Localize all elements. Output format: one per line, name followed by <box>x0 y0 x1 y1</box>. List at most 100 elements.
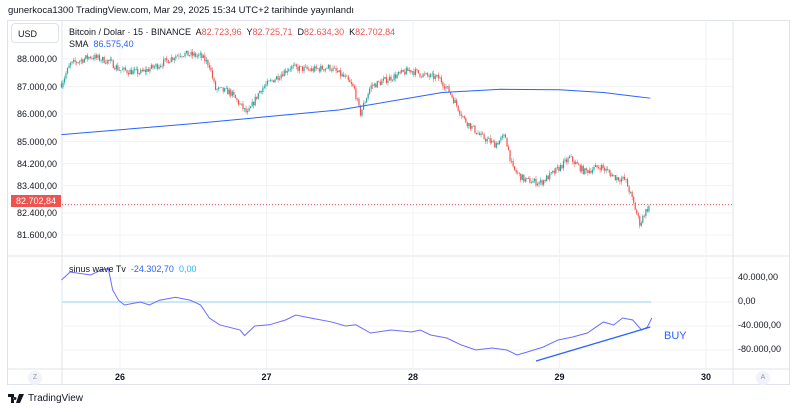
candle-body <box>172 57 174 61</box>
candle-body <box>428 75 430 78</box>
candle-body <box>538 182 540 185</box>
candle-body <box>248 107 250 112</box>
candle-body <box>77 62 79 64</box>
candle-body <box>88 56 90 59</box>
candle-body <box>222 87 224 92</box>
candle-body <box>208 65 211 68</box>
symbol-title[interactable]: Bitcoin / Dolar · 15 · BINANCE <box>69 27 192 37</box>
candle-body <box>437 74 439 79</box>
buy-annotation: BUY <box>664 330 687 342</box>
candle-body <box>420 76 423 78</box>
candle-body <box>379 81 381 85</box>
indicator-axis-tick: 0,00 <box>738 296 756 306</box>
candle-body <box>454 100 456 103</box>
candle-body <box>591 169 594 173</box>
candle-body <box>262 87 264 93</box>
candle-body <box>503 134 505 136</box>
candle-body <box>118 70 120 71</box>
candle-body <box>92 57 95 59</box>
candle-body <box>382 78 384 81</box>
candle-body <box>452 97 455 103</box>
candle-body <box>399 71 401 73</box>
candle-body <box>269 80 272 81</box>
candle-body <box>451 94 453 98</box>
candle-body <box>370 85 372 89</box>
candle-body <box>227 88 229 95</box>
candle-body <box>456 100 458 106</box>
candle-body <box>584 168 586 175</box>
candle-body <box>257 93 259 99</box>
candle-body <box>485 138 487 142</box>
sma-legend[interactable]: SMA 86.575,40 <box>69 39 134 49</box>
candle-body <box>614 175 616 181</box>
candle-body <box>121 69 124 71</box>
candle-body <box>620 178 623 182</box>
candle-body <box>607 169 609 171</box>
candle-body <box>416 69 418 71</box>
candle-body <box>631 192 633 198</box>
candle-body <box>471 126 473 129</box>
candle-body <box>576 162 578 164</box>
candle-body <box>419 73 421 77</box>
candle-body <box>388 76 391 81</box>
candle-body <box>468 123 470 127</box>
candle-body <box>274 79 276 83</box>
candle-body <box>109 59 111 61</box>
candle-body <box>117 65 119 71</box>
candle-body <box>138 73 140 75</box>
candle-body <box>350 82 352 84</box>
candle-body <box>202 55 204 58</box>
candle-body <box>285 70 287 73</box>
candle-body <box>219 87 221 89</box>
candle-body <box>562 160 565 169</box>
candle-body <box>272 80 275 83</box>
candle-body <box>112 60 114 69</box>
candle-body <box>515 170 517 173</box>
candle-body <box>306 66 308 70</box>
candle-body <box>590 170 592 173</box>
candle-body <box>463 116 465 119</box>
candle-body <box>153 66 156 68</box>
candle-body <box>507 146 510 151</box>
candle-body <box>362 103 365 110</box>
candle-body <box>216 88 218 90</box>
candle-body <box>196 55 198 57</box>
candle-body <box>330 70 333 71</box>
candle-body <box>556 167 558 168</box>
candle-body <box>199 53 201 55</box>
candle-body <box>610 172 612 177</box>
candle-body <box>158 66 160 69</box>
candle-body <box>333 67 336 69</box>
auto-scale-button[interactable]: A <box>756 371 770 385</box>
candle-body <box>358 98 360 106</box>
tradingview-logo[interactable]: TradingView <box>8 393 83 404</box>
candle-body <box>175 56 177 59</box>
candle-body <box>565 159 568 163</box>
candle-body <box>280 74 282 79</box>
candle-body <box>260 90 262 93</box>
candle-body <box>430 74 432 78</box>
zoom-scale-button[interactable]: Z <box>28 371 42 385</box>
candle-body <box>311 68 313 71</box>
indicator-legend[interactable]: sinus wave Tv -24.302,70 0,00 <box>69 264 196 274</box>
candle-body <box>619 180 621 182</box>
candle-body <box>567 157 569 163</box>
candle-body <box>91 57 93 59</box>
candle-body <box>245 108 247 113</box>
high-label: Y <box>246 27 253 37</box>
candle-body <box>436 74 438 76</box>
candle-body <box>185 50 188 54</box>
candle-body <box>582 165 584 175</box>
candle-body <box>234 94 236 99</box>
candle-body <box>462 116 464 117</box>
candle-body <box>558 167 560 171</box>
candle-body <box>523 174 525 182</box>
candle-body <box>161 65 163 67</box>
candle-body <box>71 61 73 64</box>
currency-button[interactable]: USD <box>11 23 59 43</box>
candle-body <box>446 86 449 87</box>
open-value: 82.723,96 <box>201 27 242 37</box>
candle-body <box>301 66 304 72</box>
candle-body <box>210 67 212 71</box>
